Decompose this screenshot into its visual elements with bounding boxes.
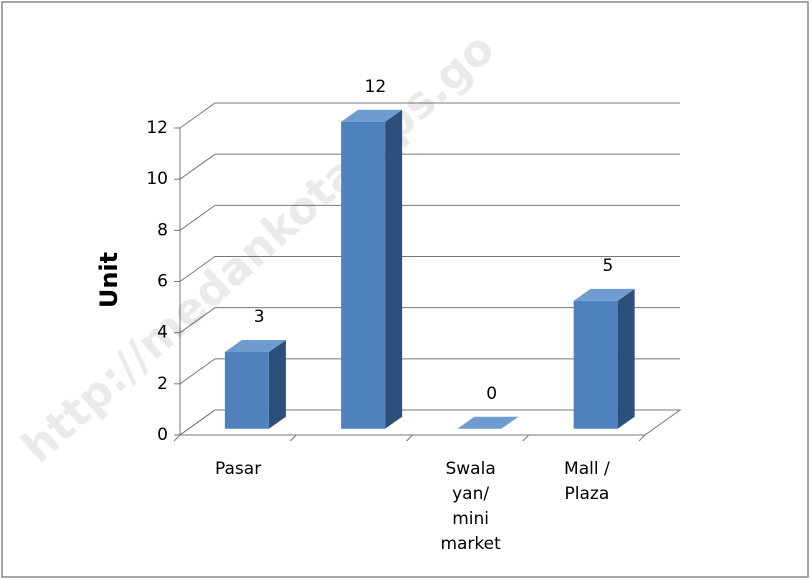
data-label: 5 xyxy=(602,256,613,276)
grid-line xyxy=(179,358,680,385)
y-tick-label: 10 xyxy=(146,169,168,189)
x-tick-mark xyxy=(289,434,297,442)
x-tick-label: Pasar xyxy=(215,459,262,479)
grid-line xyxy=(179,409,680,436)
bar xyxy=(224,340,286,429)
y-tick-label: 6 xyxy=(157,272,168,292)
y-axis-label: Unit xyxy=(95,252,123,308)
y-tick-label: 4 xyxy=(157,323,168,343)
data-label: 12 xyxy=(365,77,387,97)
bar xyxy=(341,109,403,429)
x-tick-mark xyxy=(173,434,181,442)
grid-line xyxy=(179,204,680,231)
x-tick-mark xyxy=(522,434,530,442)
x-tick-label: Swala yan/ mini market xyxy=(440,459,501,554)
x-tick-label: Mall / Plaza xyxy=(564,459,610,504)
data-label: 0 xyxy=(486,384,497,404)
y-tick-label: 2 xyxy=(157,374,168,394)
grid-line xyxy=(179,256,680,282)
x-tick-mark xyxy=(638,434,646,442)
bar xyxy=(573,288,635,429)
y-tick-label: 12 xyxy=(146,118,168,138)
y-tick-label: 0 xyxy=(157,425,168,445)
x-tick-mark xyxy=(406,434,413,442)
y-tick-label: 8 xyxy=(157,220,168,240)
grid-line xyxy=(179,153,680,180)
bar xyxy=(457,416,519,429)
grid-line xyxy=(179,307,680,334)
data-label: 3 xyxy=(254,307,265,327)
grid-line xyxy=(179,102,680,129)
